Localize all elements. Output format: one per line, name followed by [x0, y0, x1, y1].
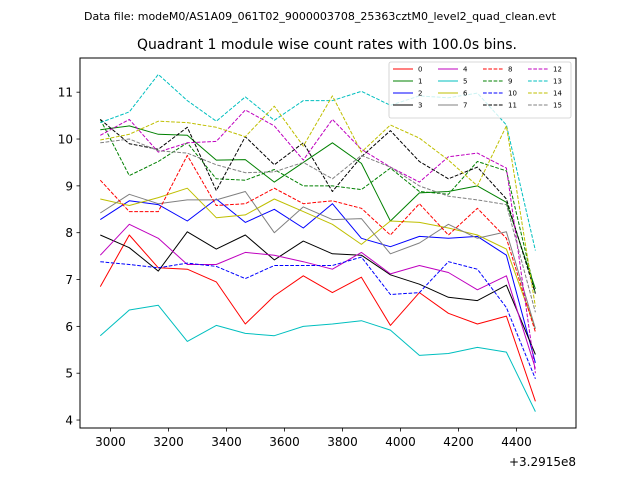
x-tick-label-4000: 4000: [385, 435, 416, 449]
legend-label-8: 8: [508, 66, 512, 74]
y-tick-label-6: 6: [65, 320, 73, 334]
legend-label-14: 14: [553, 90, 562, 98]
legend-label-15: 15: [553, 102, 562, 110]
series-lines: [99, 73, 536, 412]
legend-label-3: 3: [418, 102, 422, 110]
data-file-label: Data file: modeM0/AS1A09_061T02_90000037…: [84, 10, 557, 23]
y-tick-label-5: 5: [65, 367, 73, 381]
legend-label-10: 10: [508, 90, 517, 98]
plot-frame: [79, 57, 577, 429]
x-tick-label-4200: 4200: [443, 435, 474, 449]
series-line-10: [100, 256, 536, 379]
series-line-8: [99, 154, 536, 333]
y-tick-label-11: 11: [58, 86, 73, 100]
legend-label-13: 13: [553, 78, 562, 86]
x-tick-label-4400: 4400: [501, 435, 532, 449]
y-tick-label-9: 9: [65, 179, 73, 193]
series-line-5: [99, 304, 536, 412]
legend-label-2: 2: [418, 90, 422, 98]
y-tick-label-10: 10: [58, 133, 73, 147]
legend-label-5: 5: [463, 78, 467, 86]
series-line-15: [100, 138, 536, 313]
x-tick-label-3400: 3400: [211, 435, 242, 449]
y-tick-label-8: 8: [65, 226, 73, 240]
legend-label-4: 4: [463, 66, 468, 74]
legend-label-6: 6: [463, 90, 468, 98]
series-line-12: [100, 109, 536, 374]
legend-label-7: 7: [463, 102, 467, 110]
legend-label-11: 11: [508, 102, 517, 110]
x-tick-label-3200: 3200: [153, 435, 184, 449]
series-line-1: [100, 125, 536, 290]
x-tick-label-3800: 3800: [327, 435, 358, 449]
x-tick-label-3000: 3000: [95, 435, 126, 449]
series-line-13: [100, 73, 536, 251]
y-tick-label-4: 4: [65, 414, 73, 428]
legend-label-12: 12: [553, 66, 562, 74]
legend-box: [388, 61, 572, 119]
legend-label-9: 9: [508, 78, 512, 86]
x-tick-label-3600: 3600: [269, 435, 300, 449]
series-line-2: [100, 198, 536, 364]
axis-ticks: 3000 3200 3400 3600 3800 4000 4200 4400 4 5 6 7 8 9 10…: [58, 86, 532, 449]
x-offset-label: +3.2915e8: [509, 455, 576, 469]
legend-label-1: 1: [418, 78, 422, 86]
legend-label-0: 0: [418, 66, 422, 74]
chart-title: Quadrant 1 module wise count rates with …: [137, 37, 517, 53]
series-line-0: [99, 234, 536, 402]
y-tick-label-7: 7: [65, 273, 73, 287]
series-line-14: [100, 95, 536, 307]
series-line-7: [100, 191, 536, 329]
